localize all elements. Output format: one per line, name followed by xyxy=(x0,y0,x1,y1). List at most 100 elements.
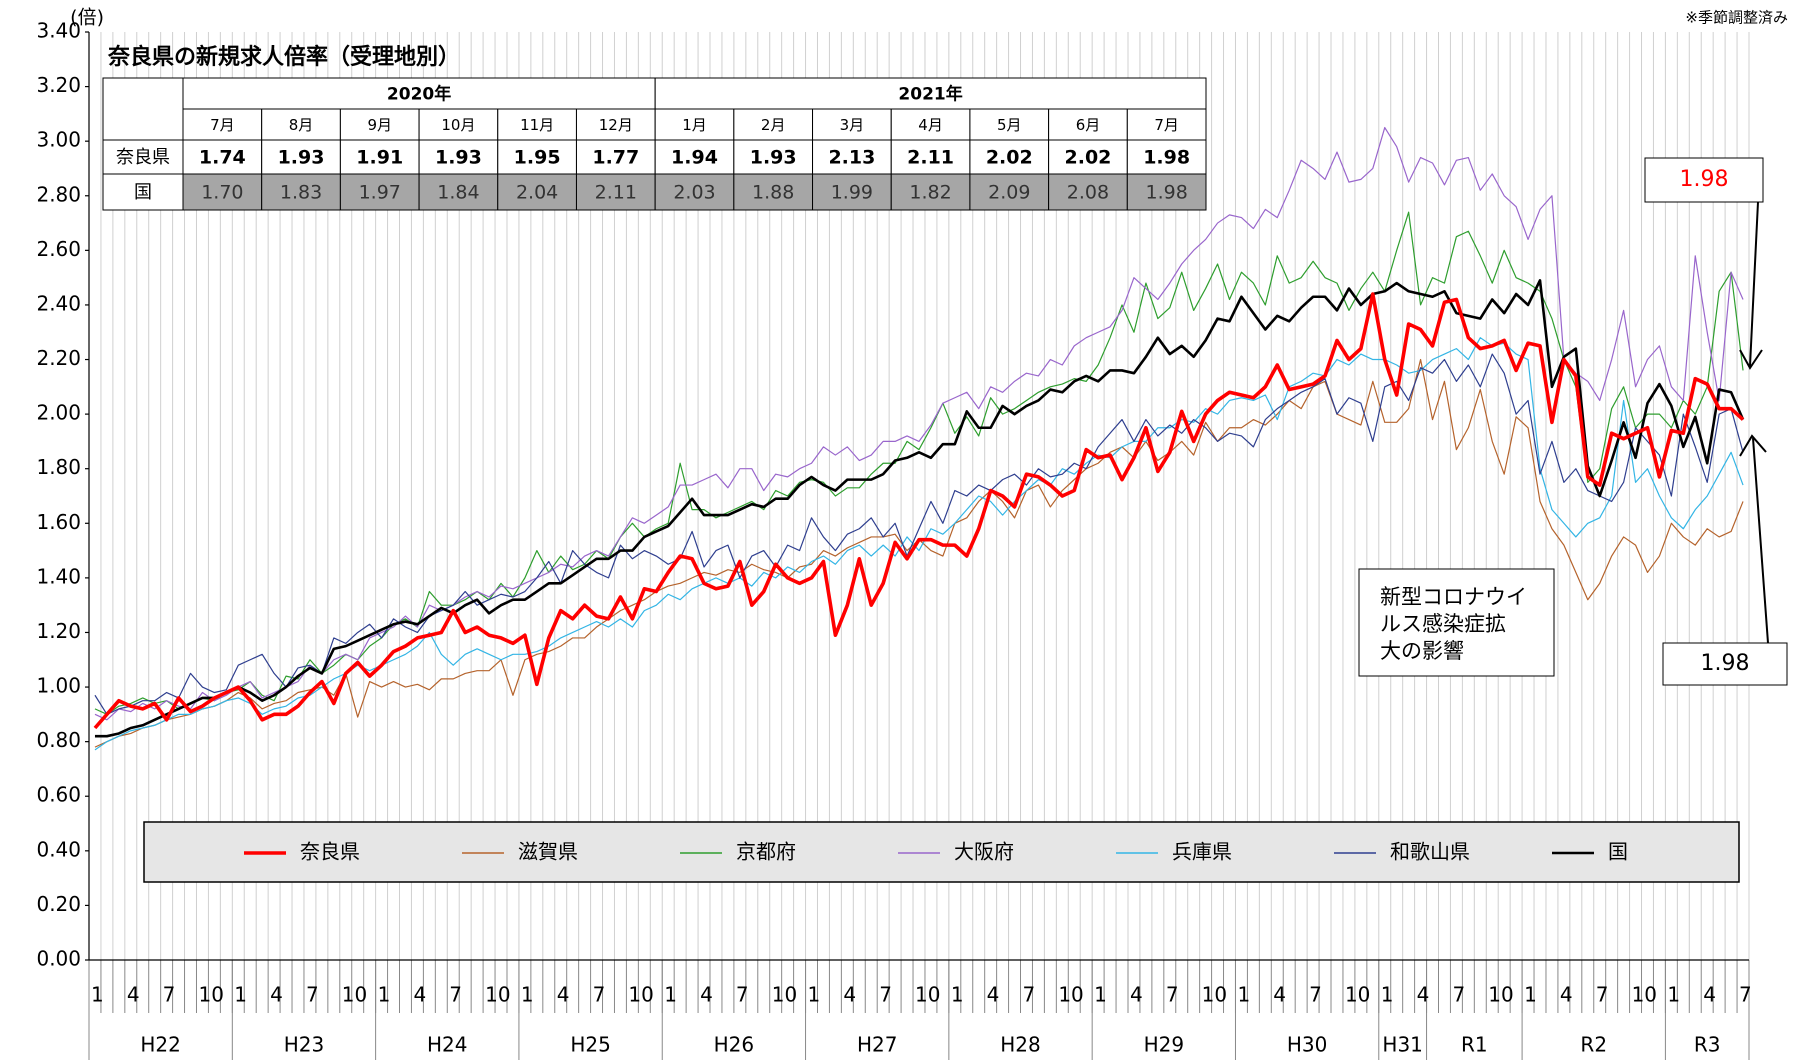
arrow xyxy=(1739,434,1769,644)
x-tick-label: 10 xyxy=(342,983,367,1007)
x-tick-label: 4 xyxy=(557,983,570,1007)
x-tick-label: 4 xyxy=(270,983,283,1007)
x-tick-label: 7 xyxy=(449,983,462,1007)
table-value: 2.04 xyxy=(516,182,558,204)
table-value: 1.93 xyxy=(278,147,325,169)
table-cell xyxy=(969,173,1050,211)
x-tick-label: 1 xyxy=(951,983,964,1007)
x-tick-label: 7 xyxy=(1596,983,1609,1007)
x-tick-label: 10 xyxy=(772,983,797,1007)
x-tick-label: 4 xyxy=(1130,983,1143,1007)
table-cell xyxy=(812,108,892,141)
x-tick-label: 7 xyxy=(1023,983,1036,1007)
x-tick-label: 1 xyxy=(808,983,821,1007)
x-tick-label: 4 xyxy=(1703,983,1716,1007)
table-month: 4月 xyxy=(918,116,943,134)
table-value: 2.11 xyxy=(595,182,637,204)
table-month: 7月 xyxy=(210,116,235,134)
era-label: H31 xyxy=(1382,1033,1423,1057)
table-cell xyxy=(812,139,892,175)
x-tick-label: 7 xyxy=(1166,983,1179,1007)
era-label: H30 xyxy=(1287,1033,1328,1057)
note-line: 新型コロナウイ xyxy=(1380,585,1527,609)
table-cell xyxy=(102,77,184,141)
table-value: 2.08 xyxy=(1067,182,1109,204)
series-line xyxy=(94,353,1744,715)
y-tick-label: 3.20 xyxy=(36,73,81,97)
y-unit: (倍) xyxy=(70,7,104,29)
table-month: 6月 xyxy=(1076,116,1101,134)
table-row-label: 奈良県 xyxy=(116,147,170,168)
x-tick-label: 10 xyxy=(628,983,653,1007)
note-line: ルス感染症拡 xyxy=(1380,612,1506,636)
table-value: 2.09 xyxy=(988,182,1030,204)
x-tick-label: 10 xyxy=(198,983,223,1007)
table-cell xyxy=(261,173,341,211)
table-cell xyxy=(102,173,184,211)
table-value: 1.84 xyxy=(437,182,479,204)
y-tick-label: 1.00 xyxy=(36,674,81,698)
y-tick-label: 1.40 xyxy=(36,564,81,588)
x-tick-label: 10 xyxy=(1488,983,1513,1007)
note: ※季節調整済み xyxy=(1685,9,1788,27)
y-tick-label: 1.60 xyxy=(36,510,81,534)
chart-title: 奈良県の新規求人倍率（受理地別） xyxy=(107,44,460,70)
x-tick-label: 1 xyxy=(521,983,534,1007)
x-tick-label: 1 xyxy=(664,983,677,1007)
series-line xyxy=(93,292,1745,730)
table-cell xyxy=(182,77,656,110)
table-cell xyxy=(1126,139,1207,175)
table-month: 1月 xyxy=(682,116,707,134)
table-value: 2.13 xyxy=(828,147,875,169)
era-label: H27 xyxy=(857,1033,898,1057)
x-tick-label: 4 xyxy=(1417,983,1430,1007)
series-line xyxy=(94,279,1745,738)
table-month: 5月 xyxy=(997,116,1022,134)
legend-label: 奈良県 xyxy=(300,840,360,864)
x-tick-label: 1 xyxy=(1524,983,1537,1007)
table-value: 1.93 xyxy=(435,147,482,169)
series-line xyxy=(94,211,1744,715)
table-year: 2020年 xyxy=(387,84,451,105)
table-value: 1.82 xyxy=(909,182,951,204)
x-tick-label: 1 xyxy=(1237,983,1250,1007)
y-tick-label: 0.20 xyxy=(36,892,81,916)
x-tick-label: 7 xyxy=(593,983,606,1007)
era-label: H28 xyxy=(1000,1033,1041,1057)
y-tick-label: 2.00 xyxy=(36,401,81,425)
table-cell xyxy=(497,173,577,211)
table-value: 2.11 xyxy=(907,147,954,169)
x-tick-label: 10 xyxy=(1058,983,1083,1007)
era-label: H25 xyxy=(570,1033,611,1057)
table-value: 1.95 xyxy=(514,147,561,169)
x-tick-label: 10 xyxy=(485,983,510,1007)
era-label: H26 xyxy=(714,1033,755,1057)
table-cell xyxy=(733,173,814,211)
table-cell xyxy=(575,108,656,141)
table-value: 1.91 xyxy=(356,147,403,169)
table-cell xyxy=(890,173,971,211)
y-tick-label: 1.80 xyxy=(36,455,81,479)
era-label: R2 xyxy=(1580,1033,1607,1057)
x-tick-label: 7 xyxy=(736,983,749,1007)
y-tick-label: 2.40 xyxy=(36,291,81,315)
series-line xyxy=(94,126,1744,721)
x-tick-label: 1 xyxy=(234,983,247,1007)
x-tick-label: 7 xyxy=(163,983,176,1007)
y-tick-label: 0.00 xyxy=(36,947,81,971)
table-value: 1.97 xyxy=(359,182,401,204)
y-tick-label: 3.40 xyxy=(36,19,81,43)
table-year: 2021年 xyxy=(898,84,962,105)
table-month: 8月 xyxy=(289,116,314,134)
table-value: 1.98 xyxy=(1143,147,1190,169)
x-tick-label: 4 xyxy=(413,983,426,1007)
x-tick-label: 4 xyxy=(1560,983,1573,1007)
y-tick-label: 3.00 xyxy=(36,128,81,152)
x-tick-label: 1 xyxy=(1094,983,1107,1007)
table-cell xyxy=(812,173,892,211)
era-label: H24 xyxy=(427,1033,468,1057)
y-tick-label: 0.40 xyxy=(36,837,81,861)
x-tick-label: 4 xyxy=(843,983,856,1007)
callout-box xyxy=(1662,642,1788,686)
